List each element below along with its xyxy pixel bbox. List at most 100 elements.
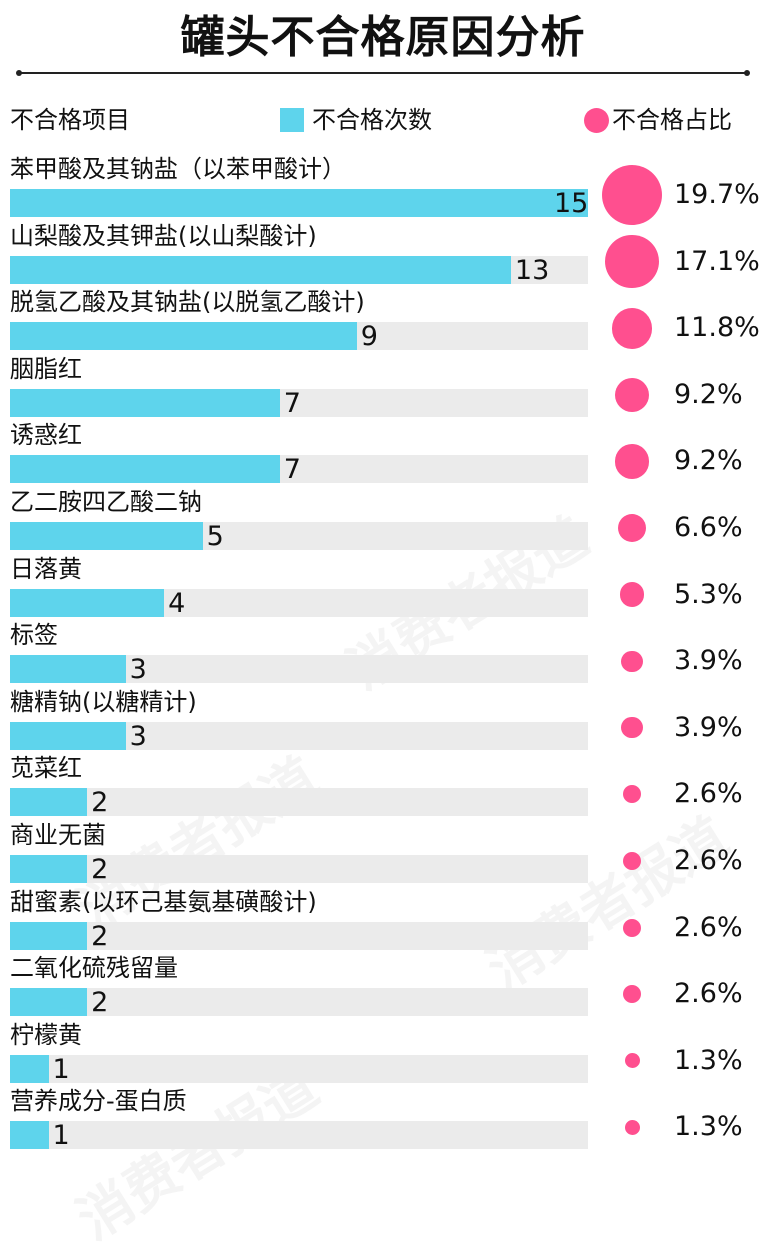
count-bar bbox=[10, 189, 588, 217]
category-label: 标签 bbox=[10, 621, 58, 650]
count-value-label: 7 bbox=[283, 454, 301, 486]
count-value-label: 2 bbox=[91, 987, 109, 1019]
count-value-label: 15 bbox=[554, 188, 589, 219]
count-value-label: 7 bbox=[283, 387, 301, 419]
ratio-bubble bbox=[605, 234, 659, 289]
ratio-value-label: 1.3% bbox=[674, 1111, 743, 1143]
ratio-bubble bbox=[619, 582, 645, 607]
count-value-label: 13 bbox=[514, 254, 550, 286]
count-bar bbox=[10, 588, 165, 617]
category-label: 营养成分-蛋白质 bbox=[10, 1087, 187, 1116]
bar-track: 9 bbox=[10, 321, 588, 353]
count-value-label: 1 bbox=[52, 1053, 70, 1085]
title-divider bbox=[18, 72, 748, 74]
ratio-bubble bbox=[622, 851, 642, 871]
bar-track: 3 bbox=[10, 720, 588, 752]
count-bar bbox=[10, 855, 88, 883]
ratio-bubble bbox=[621, 650, 643, 672]
bar-track: 3 bbox=[10, 654, 588, 686]
ratio-value-label: 19.7% bbox=[674, 179, 760, 210]
ratio-bubble bbox=[611, 307, 653, 349]
watermark-text: 消费者报道 bbox=[476, 805, 739, 1002]
count-bar bbox=[10, 522, 203, 550]
count-bar bbox=[10, 322, 357, 351]
count-bar bbox=[10, 988, 88, 1017]
count-bar bbox=[10, 1054, 49, 1083]
bar-track: 2 bbox=[10, 920, 588, 952]
ratio-value-label: 5.3% bbox=[674, 578, 743, 610]
ratio-value-label: 3.9% bbox=[674, 711, 743, 743]
count-value-label: 3 bbox=[129, 654, 147, 686]
ratio-value-label: 17.1% bbox=[674, 245, 760, 277]
ratio-legend-swatch bbox=[584, 108, 609, 133]
count-value-label: 2 bbox=[91, 787, 109, 819]
category-label: 日落黄 bbox=[10, 554, 82, 583]
bar-track: 13 bbox=[10, 254, 588, 286]
category-label: 糖精钠(以糖精计) bbox=[10, 687, 197, 716]
ratio-value-label: 2.6% bbox=[674, 778, 743, 810]
ratio-value-label: 6.6% bbox=[674, 512, 743, 543]
ratio-bubble bbox=[614, 444, 650, 479]
item-column-header: 不合格项目 bbox=[10, 106, 130, 134]
divider-left-dot bbox=[16, 70, 22, 76]
count-bar bbox=[10, 255, 511, 284]
count-bar bbox=[10, 388, 280, 417]
category-label: 脱氢乙酸及其钠盐(以脱氢乙酸计) bbox=[10, 288, 365, 317]
ratio-bubble bbox=[621, 717, 643, 739]
bar-track: 1 bbox=[10, 1120, 588, 1152]
count-value-label: 2 bbox=[91, 854, 109, 885]
category-label: 苋菜红 bbox=[10, 754, 82, 783]
ratio-bubble bbox=[618, 514, 646, 542]
count-bar bbox=[10, 1121, 49, 1150]
bar-track: 7 bbox=[10, 454, 588, 486]
ratio-value-label: 3.9% bbox=[674, 645, 743, 677]
count-legend-label: 不合格次数 bbox=[312, 106, 432, 134]
bar-track: 2 bbox=[10, 787, 588, 819]
ratio-value-label: 9.2% bbox=[674, 445, 743, 477]
category-label: 商业无菌 bbox=[10, 821, 106, 849]
category-label: 诱惑红 bbox=[10, 421, 82, 450]
category-label: 胭脂红 bbox=[10, 354, 82, 383]
count-value-label: 1 bbox=[52, 1120, 70, 1152]
category-label: 柠檬黄 bbox=[10, 1020, 82, 1049]
ratio-bubble bbox=[624, 1053, 640, 1069]
ratio-legend-label: 不合格占比 bbox=[612, 106, 732, 134]
ratio-bubble bbox=[622, 785, 642, 804]
ratio-value-label: 1.3% bbox=[674, 1044, 743, 1076]
category-label: 甜蜜素(以环己基氨基磺酸计) bbox=[10, 887, 317, 916]
count-bar bbox=[10, 721, 126, 750]
count-bar bbox=[10, 655, 126, 684]
ratio-value-label: 2.6% bbox=[674, 845, 743, 876]
bar-track: 2 bbox=[10, 854, 588, 885]
ratio-value-label: 9.2% bbox=[674, 378, 743, 410]
count-bar bbox=[10, 921, 88, 950]
ratio-value-label: 2.6% bbox=[674, 911, 743, 943]
count-bar bbox=[10, 455, 280, 484]
bar-track: 2 bbox=[10, 987, 588, 1019]
count-bar bbox=[10, 788, 88, 817]
ratio-value-label: 11.8% bbox=[674, 312, 760, 344]
count-value-label: 9 bbox=[360, 321, 378, 353]
ratio-value-label: 2.6% bbox=[674, 978, 743, 1010]
ratio-bubble bbox=[622, 918, 642, 937]
category-label: 山梨酸及其钾盐(以山梨酸计) bbox=[10, 221, 317, 250]
ratio-bubble bbox=[614, 377, 650, 412]
ratio-bubble bbox=[602, 165, 662, 225]
bar-track: 15 bbox=[10, 188, 589, 219]
count-value-label: 5 bbox=[206, 521, 224, 552]
count-value-label: 3 bbox=[129, 720, 147, 752]
divider-right-dot bbox=[744, 70, 750, 76]
bar-track: 1 bbox=[10, 1053, 588, 1085]
bar-track: 4 bbox=[10, 587, 588, 619]
category-label: 苯甲酸及其钠盐（以苯甲酸计） bbox=[10, 155, 346, 183]
bar-track: 7 bbox=[10, 387, 588, 419]
count-value-label: 2 bbox=[91, 920, 109, 952]
chart-title: 罐头不合格原因分析 bbox=[180, 12, 586, 63]
bar-track: 5 bbox=[10, 521, 588, 552]
ratio-bubble bbox=[624, 1119, 640, 1135]
count-value-label: 4 bbox=[168, 587, 186, 619]
category-label: 二氧化硫残留量 bbox=[10, 954, 178, 983]
ratio-bubble bbox=[622, 985, 642, 1004]
count-legend-swatch bbox=[280, 108, 304, 132]
category-label: 乙二胺四乙酸二钠 bbox=[10, 488, 202, 516]
